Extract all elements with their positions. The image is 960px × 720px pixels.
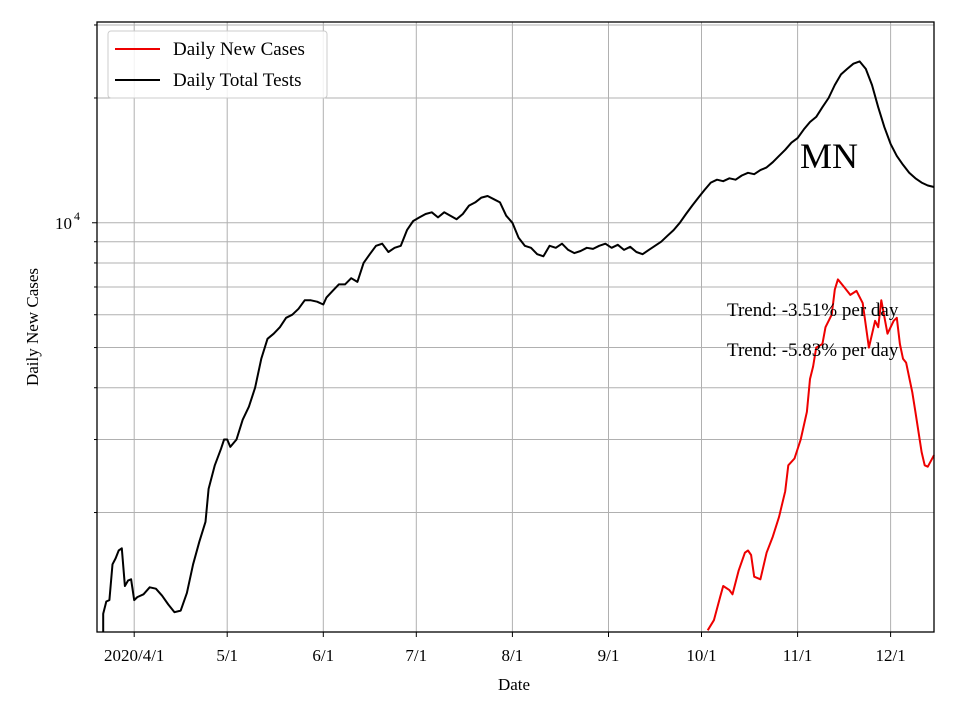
x-tick-label: 7/1 — [405, 646, 427, 665]
series-layer — [102, 60, 935, 632]
y-axis-label: Daily New Cases — [23, 268, 42, 386]
legend-label-daily-total-tests: Daily Total Tests — [173, 70, 302, 91]
state-annotation: MN — [800, 136, 858, 176]
plot-frame — [96, 21, 935, 633]
grid — [97, 22, 934, 632]
x-tick-label: 2020/4/1 — [104, 646, 164, 665]
y-tick-label: 10 — [55, 214, 72, 233]
legend-box — [107, 30, 328, 99]
legend-label-daily-new-cases: Daily New Cases — [173, 39, 305, 60]
series-line-daily-total-tests — [102, 60, 935, 632]
x-tick-label: 8/1 — [502, 646, 524, 665]
axis-ticks — [92, 24, 892, 637]
text-layer: 2020/4/1 5/1 6/1 7/1 8/1 9/1 10/1 11/1 12/1 10 4 — [55, 209, 906, 665]
x-tick-label: 9/1 — [598, 646, 620, 665]
x-axis-label: Date — [498, 675, 530, 694]
series-line-daily-new-cases — [706, 278, 935, 631]
legend: Daily New Cases Daily Total Tests — [107, 30, 328, 99]
x-tick-label: 11/1 — [783, 646, 813, 665]
trend-label-1: Trend: -3.51% per day — [727, 300, 899, 321]
x-tick-label: 6/1 — [312, 646, 334, 665]
x-tick-label: 10/1 — [686, 646, 716, 665]
trend-label-2: Trend: -5.83% per day — [727, 340, 899, 361]
x-tick-label: 5/1 — [216, 646, 238, 665]
y-tick-exponent: 4 — [74, 209, 80, 223]
x-tick-label: 12/1 — [875, 646, 905, 665]
